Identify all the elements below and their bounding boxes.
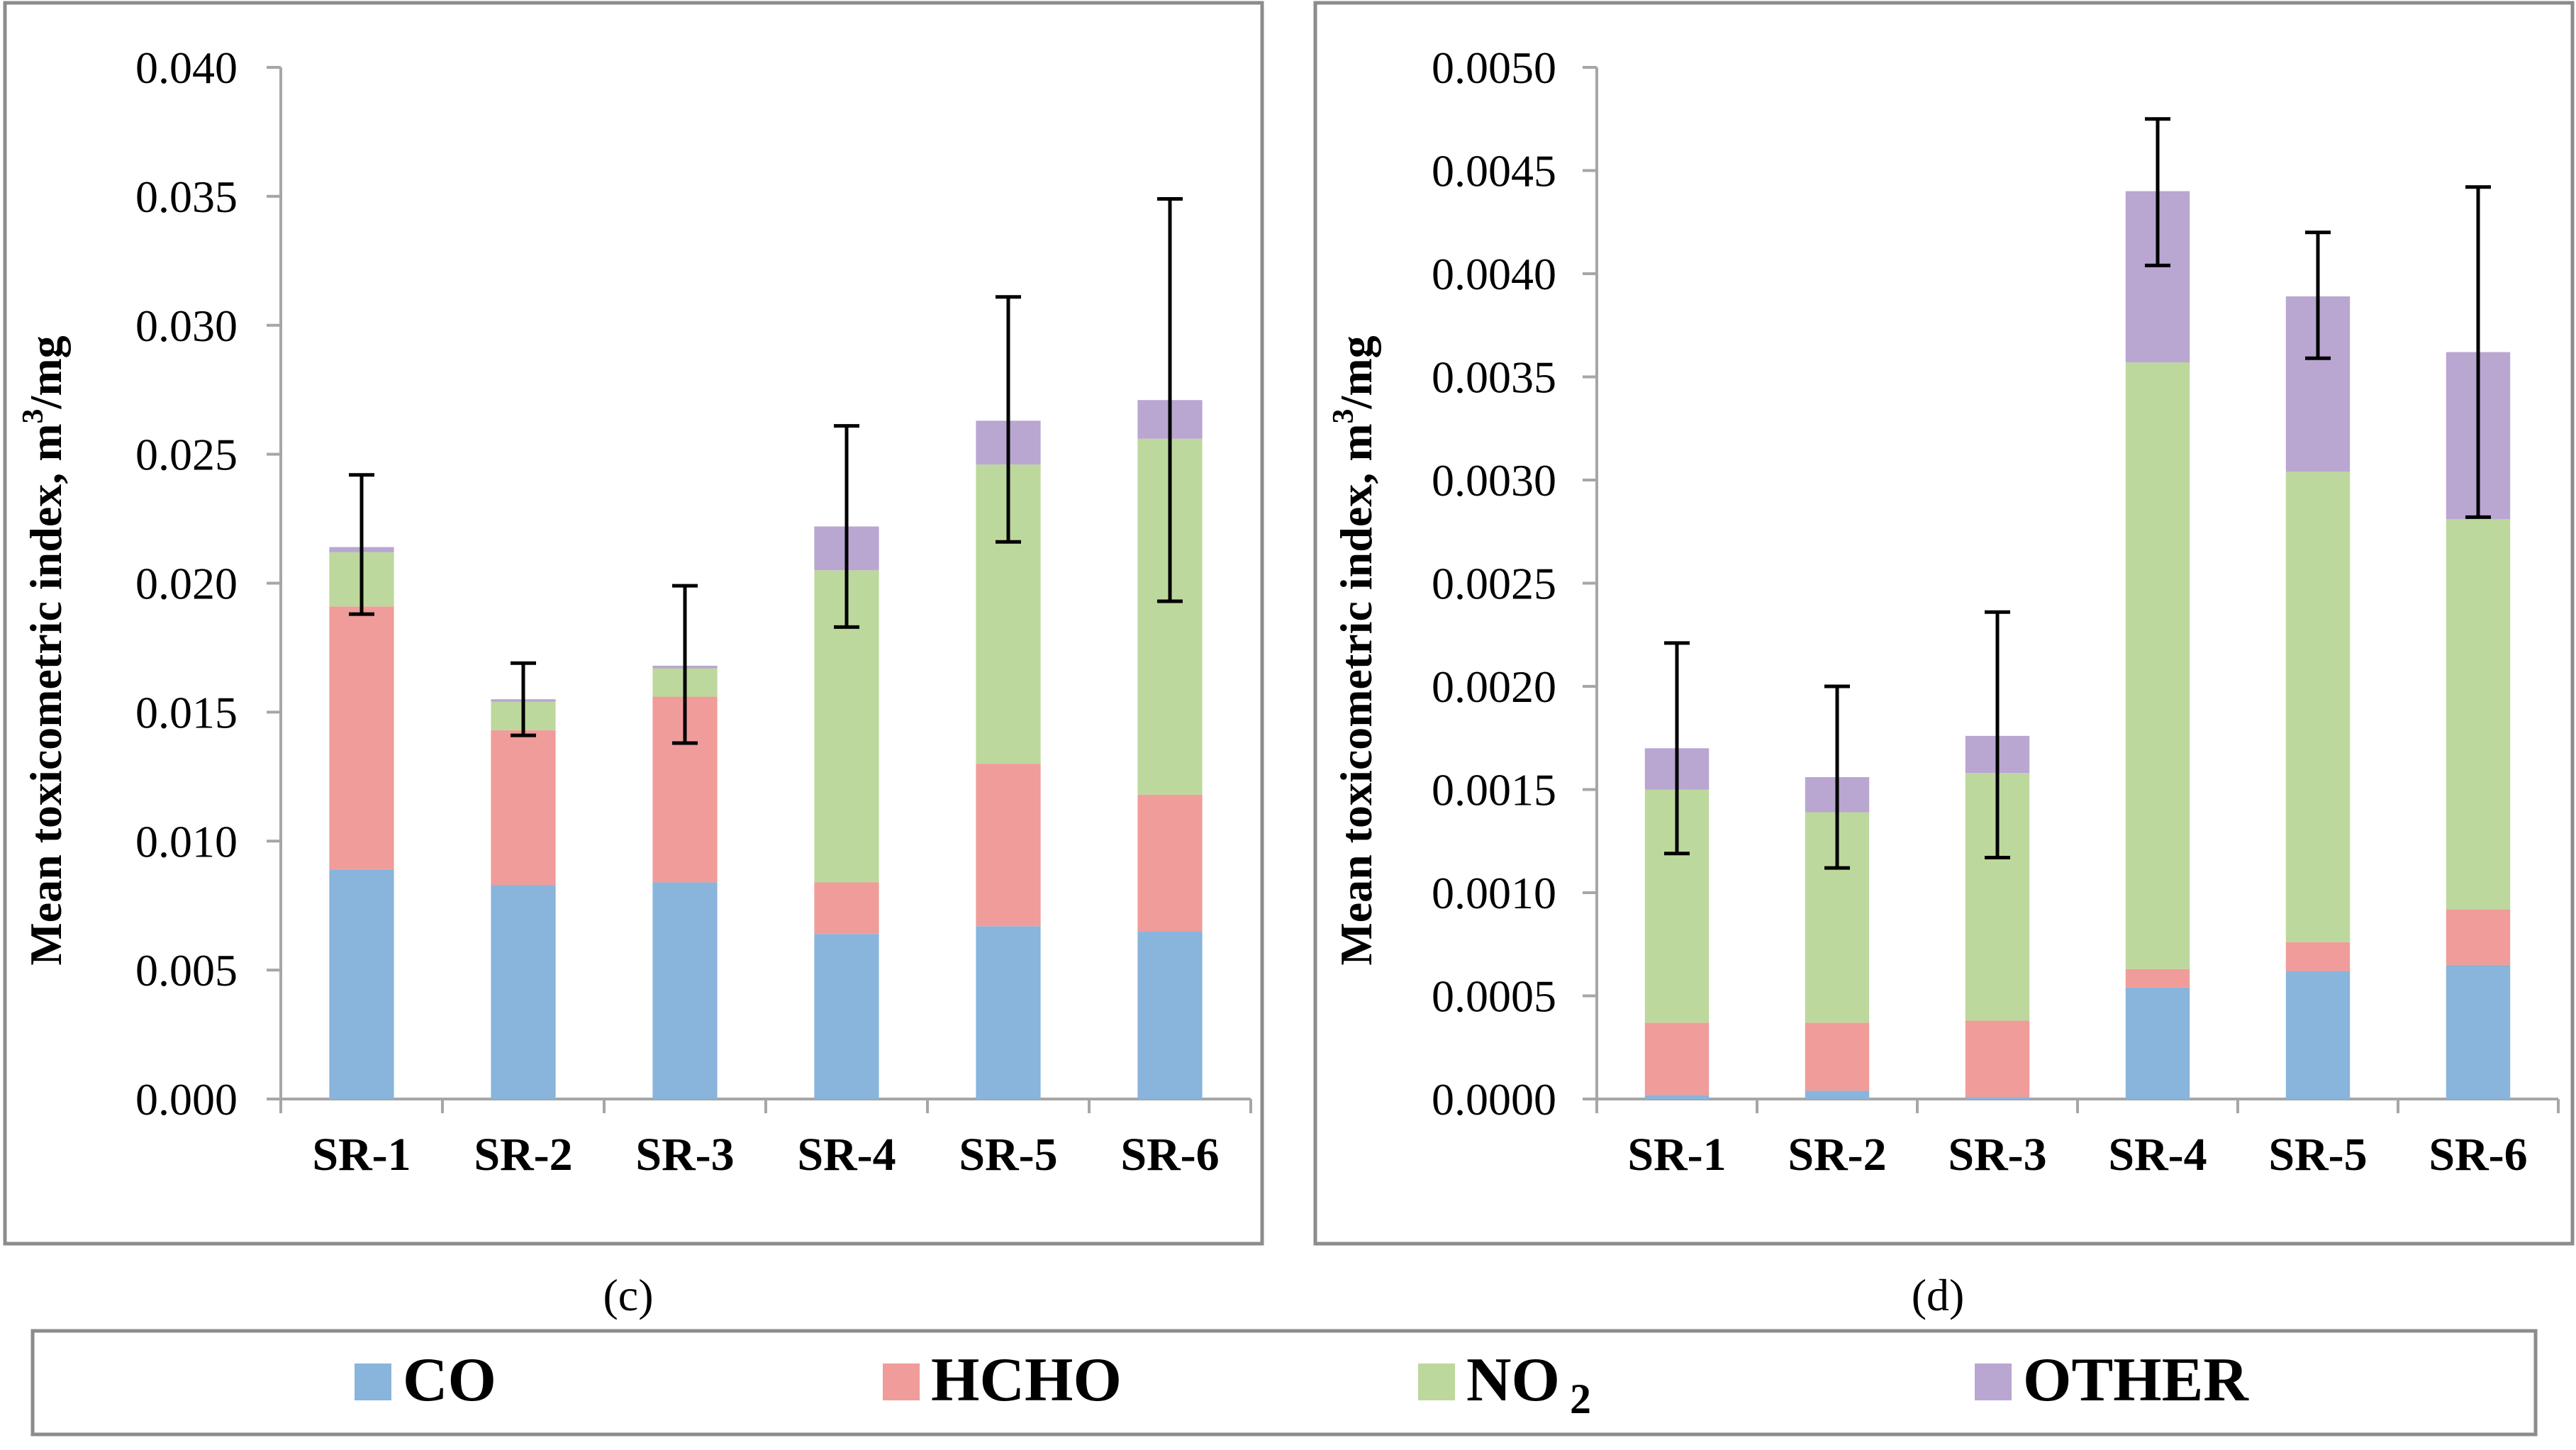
legend-swatch-co bbox=[355, 1363, 391, 1400]
bar-segment-hcho bbox=[1137, 794, 1203, 932]
chart-d: 0.0000 0.0005 0.0010 0.0015 0.0020 0.0025 0.00… bbox=[1327, 43, 2560, 1181]
y-axis-title-sup: 3 bbox=[17, 408, 50, 423]
legend-label-no2: NO 2 bbox=[1466, 1346, 1591, 1422]
y-tick-label: 0.000 bbox=[135, 1074, 238, 1125]
x-tick-label: SR-1 bbox=[1627, 1129, 1726, 1181]
legend-frame bbox=[30, 1329, 2538, 1437]
bar-segment-co bbox=[814, 934, 879, 1099]
x-tick-label: SR-6 bbox=[1120, 1129, 1219, 1181]
bar-segment-no2 bbox=[2125, 362, 2190, 969]
bar-segment-hcho bbox=[2285, 942, 2351, 971]
y-tick-label: 0.0010 bbox=[1432, 868, 1556, 918]
bar-segment-co bbox=[1805, 1091, 1870, 1099]
y-axis-title-main: Mean toxicometric index, m bbox=[21, 423, 71, 965]
y-tick-label: 0.0000 bbox=[1432, 1074, 1556, 1125]
y-tick-label: 0.010 bbox=[135, 816, 238, 866]
bar-segment-co bbox=[329, 869, 394, 1099]
bar-segment-co bbox=[1965, 1097, 2030, 1099]
x-tick-label: SR-2 bbox=[1788, 1129, 1886, 1181]
x-tick-label: SR-6 bbox=[2429, 1129, 2527, 1181]
x-tick-label: SR-1 bbox=[312, 1129, 411, 1181]
bar-segment-hcho bbox=[1644, 1022, 1710, 1095]
y-tick-label: 0.035 bbox=[135, 172, 238, 222]
bar-segment-hcho bbox=[976, 764, 1041, 927]
legend-label-text: HCHO bbox=[931, 1346, 1122, 1415]
bar-segment-hcho bbox=[814, 882, 879, 935]
y-tick-label: 0.0020 bbox=[1432, 662, 1556, 712]
legend-label-co: CO bbox=[403, 1346, 496, 1415]
x-tick-label: SR-3 bbox=[1948, 1129, 2046, 1181]
y-tick-label: 0.0015 bbox=[1432, 765, 1556, 815]
bar-segment-hcho bbox=[2125, 969, 2190, 988]
x-tick-label: SR-5 bbox=[2268, 1129, 2367, 1181]
legend-swatch-hcho bbox=[883, 1363, 920, 1400]
y-tick-label: 0.0045 bbox=[1432, 146, 1556, 196]
panel-c-frame bbox=[3, 1, 1264, 1246]
panel-label-c: (c) bbox=[603, 1270, 653, 1320]
bar-segment-co bbox=[2285, 971, 2351, 1099]
y-axis-title: Mean toxicometric index, m3/mg bbox=[17, 335, 71, 965]
legend-label-text: OTHER bbox=[2023, 1346, 2249, 1415]
legend-label-sub: 2 bbox=[1570, 1376, 1591, 1422]
bar-segment-hcho bbox=[1965, 1020, 2030, 1098]
x-tick-label: SR-2 bbox=[474, 1129, 572, 1181]
legend-swatch-other bbox=[1975, 1363, 2012, 1400]
x-tick-label: SR-4 bbox=[797, 1129, 896, 1181]
bar-segment-co bbox=[1644, 1095, 1710, 1099]
bar-segment-no2 bbox=[2285, 472, 2351, 942]
bar-segment-hcho bbox=[491, 730, 556, 886]
legend: CO HCHO NO 2 OTHER bbox=[355, 1346, 2249, 1422]
bar-segment-co bbox=[652, 882, 718, 1099]
legend-swatch-no2 bbox=[1418, 1363, 1455, 1400]
panel-label-d: (d) bbox=[1912, 1270, 1965, 1320]
bar-segment-co bbox=[2446, 964, 2511, 1099]
y-tick-label: 0.0035 bbox=[1432, 352, 1556, 403]
y-tick-label: 0.015 bbox=[135, 687, 238, 737]
chart-c: 0.000 0.005 0.010 0.015 0.020 0.025 0.030 0.035… bbox=[17, 43, 1252, 1181]
y-tick-label: 0.025 bbox=[135, 430, 238, 480]
legend-label-text: NO bbox=[1466, 1346, 1560, 1415]
y-tick-label: 0.0030 bbox=[1432, 455, 1556, 506]
y-tick-label: 0.030 bbox=[135, 301, 238, 351]
legend-label-text: CO bbox=[403, 1346, 496, 1415]
x-tick-label: SR-3 bbox=[635, 1129, 734, 1181]
y-tick-label: 0.0005 bbox=[1432, 971, 1556, 1022]
bar-segment-hcho bbox=[329, 606, 394, 870]
legend-label-other: OTHER bbox=[2023, 1346, 2249, 1415]
bar-segment-no2 bbox=[2446, 519, 2511, 910]
bar-segment-co bbox=[491, 885, 556, 1099]
y-axis-title-main: Mean toxicometric index, m bbox=[1331, 423, 1381, 965]
y-tick-label: 0.040 bbox=[135, 43, 238, 93]
y-axis-title-tail: /mg bbox=[21, 335, 71, 409]
bar-segment-hcho bbox=[1805, 1022, 1870, 1091]
x-tick-label: SR-5 bbox=[959, 1129, 1057, 1181]
y-axis-title-sup: 3 bbox=[1327, 408, 1360, 423]
panel-d-frame bbox=[1313, 1, 2575, 1246]
x-tick-label: SR-4 bbox=[2108, 1129, 2207, 1181]
y-tick-label: 0.0050 bbox=[1432, 43, 1556, 93]
bar-segment-co bbox=[2125, 987, 2190, 1099]
y-axis-title-tail: /mg bbox=[1331, 335, 1381, 409]
bar-segment-hcho bbox=[2446, 909, 2511, 965]
y-tick-label: 0.020 bbox=[135, 559, 238, 609]
legend-label-hcho: HCHO bbox=[931, 1346, 1122, 1415]
y-tick-label: 0.0025 bbox=[1432, 559, 1556, 609]
y-tick-label: 0.0040 bbox=[1432, 249, 1556, 299]
bar-segment-co bbox=[1137, 931, 1203, 1099]
y-axis-title: Mean toxicometric index, m3/mg bbox=[1327, 335, 1381, 965]
y-tick-label: 0.005 bbox=[135, 945, 238, 996]
bar-segment-co bbox=[976, 926, 1041, 1099]
